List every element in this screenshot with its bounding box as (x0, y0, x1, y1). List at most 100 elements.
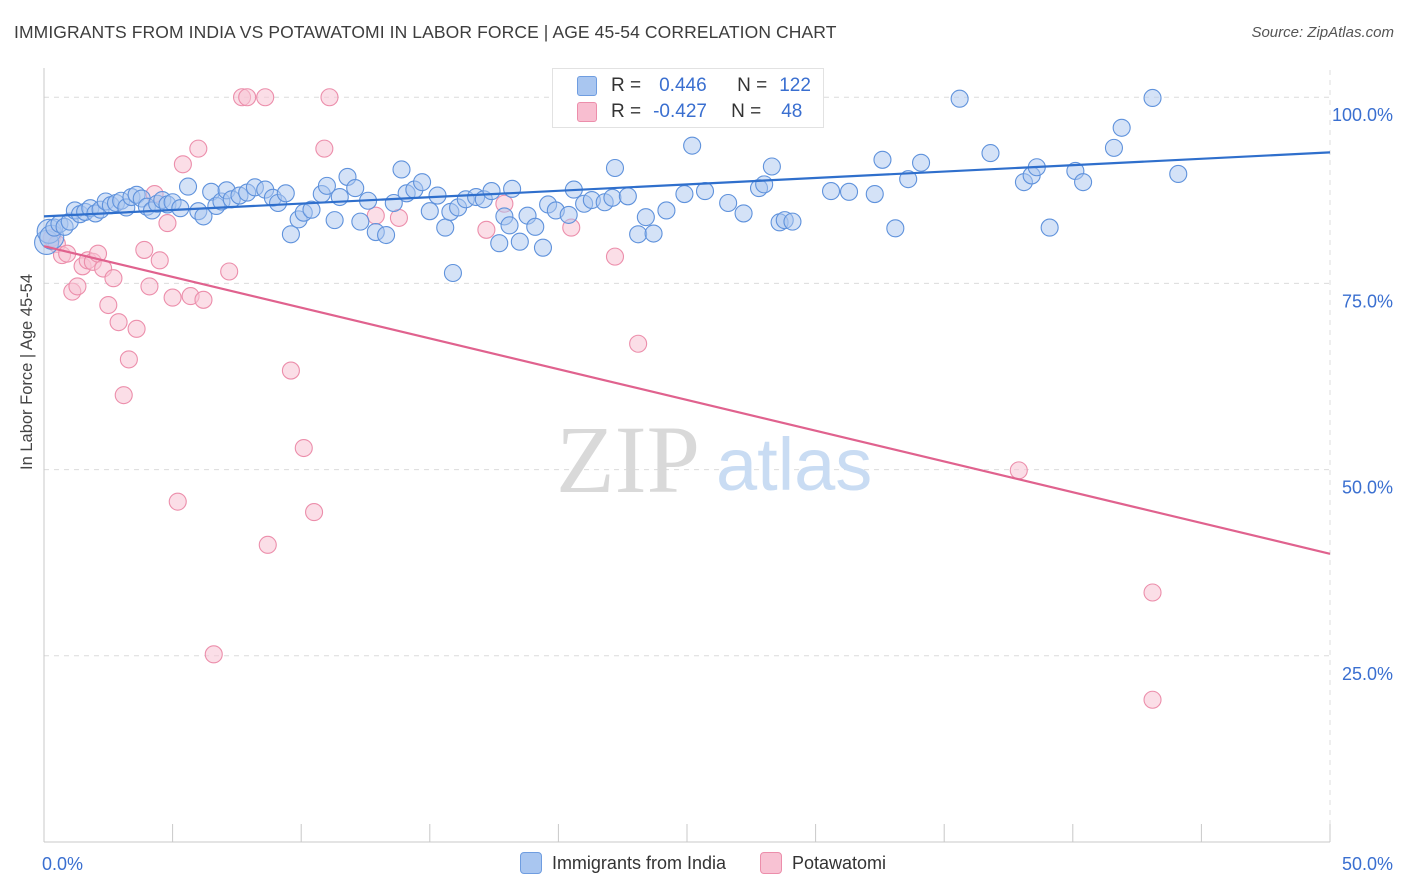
india-point (1112, 118, 1131, 137)
india-point (377, 225, 396, 245)
potawatomi-point (104, 269, 123, 288)
india-point (981, 144, 1000, 163)
chart-legend: Immigrants from India Potawatomi (0, 852, 1406, 874)
india-point (865, 185, 884, 204)
potawatomi-point (281, 361, 300, 380)
potawatomi-point (256, 88, 275, 107)
stats-n-label: N = (731, 101, 762, 122)
potawatomi-point (127, 319, 146, 338)
legend-item-india: Immigrants from India (519, 852, 726, 874)
india-point (719, 193, 738, 213)
series-potawatomi (42, 88, 1162, 709)
india-point (755, 175, 774, 194)
india-point (443, 263, 462, 283)
stats-r-value: -0.427 (653, 101, 707, 122)
india-point (392, 160, 411, 179)
india-point (950, 89, 969, 108)
legend-item-potawatomi: Potawatomi (760, 852, 886, 874)
potawatomi-point (477, 220, 496, 239)
india-point (500, 216, 519, 235)
stats-swatch-india (577, 76, 597, 96)
potawatomi-point (194, 290, 213, 309)
legend-label-potawatomi: Potawatomi (792, 852, 887, 873)
potawatomi-trend-line (43, 245, 1331, 555)
stats-row-india: R = 0.446 N = 122 (577, 74, 811, 98)
india-point (873, 150, 892, 169)
tick-labels: 25.0% 50.0% 75.0% 100.0% 0.0% 50.0% (42, 105, 1393, 874)
india-point (533, 238, 553, 257)
potawatomi-point (114, 386, 133, 405)
y-tick-label: 50.0% (1342, 478, 1393, 498)
india-point (490, 234, 509, 253)
x-tick-label: 0.0% (42, 854, 83, 874)
stats-legend: R = 0.446 N = 122 R = -0.427 N = 48 (552, 68, 824, 128)
potawatomi-point (189, 139, 208, 158)
india-point (899, 170, 918, 189)
potawatomi-point (629, 334, 648, 353)
potawatomi-point (140, 277, 159, 296)
india-point (603, 188, 622, 207)
india-point (171, 199, 190, 218)
y-axis-label: In Labor Force | Age 45-54 (18, 274, 36, 470)
india-point (1169, 164, 1188, 183)
legend-label-india: Immigrants from India (551, 852, 726, 873)
potawatomi-point (135, 240, 154, 259)
stats-swatch-potawatomi (577, 102, 597, 122)
stats-n-value: 122 (779, 75, 811, 96)
stats-r-value: 0.446 (659, 75, 707, 96)
india-point (1143, 88, 1162, 108)
india-point (912, 153, 931, 172)
stats-n-label: N = (737, 75, 768, 96)
potawatomi-point (163, 288, 182, 307)
india-point (559, 205, 578, 224)
potawatomi-point (258, 535, 277, 554)
potawatomi-point (220, 262, 239, 281)
potawatomi-point (305, 503, 324, 522)
axes (43, 68, 1331, 843)
potawatomi-point (68, 277, 87, 296)
stats-r-label: R = (611, 101, 642, 122)
india-point (675, 185, 694, 204)
watermark-atlas: atlas (716, 423, 872, 506)
india-point (526, 217, 545, 236)
india-point (839, 182, 859, 201)
india-point (1040, 218, 1059, 237)
india-point (636, 208, 655, 227)
potawatomi-point (605, 247, 625, 266)
legend-swatch-india (519, 852, 542, 874)
potawatomi-point (366, 206, 385, 225)
india-point (618, 187, 637, 206)
india-point (281, 225, 300, 244)
potawatomi-point (109, 313, 128, 332)
potawatomi-point (1143, 690, 1162, 709)
india-point (482, 182, 501, 201)
india-point (178, 177, 198, 196)
india-point (762, 157, 781, 176)
trend-lines (43, 151, 1331, 555)
india-point (605, 158, 625, 178)
india-point (436, 218, 455, 237)
india-point (325, 211, 344, 230)
potawatomi-point (150, 251, 169, 270)
india-point (351, 212, 370, 231)
india-point (683, 136, 702, 155)
india-point (734, 204, 753, 223)
legend-swatch-potawatomi (760, 852, 782, 874)
watermark-zip: ZIP (556, 406, 700, 513)
india-point (317, 176, 336, 195)
stats-n-value: 48 (781, 101, 803, 122)
india-point (1104, 138, 1124, 157)
india-point (503, 179, 522, 198)
y-tick-label: 25.0% (1342, 664, 1393, 684)
india-point (657, 201, 676, 220)
stats-row-potawatomi: R = -0.427 N = 48 (577, 100, 802, 124)
x-tick-label: 50.0% (1342, 854, 1393, 874)
y-tick-label: 75.0% (1342, 291, 1393, 311)
watermark: ZIP atlas (556, 406, 872, 513)
potawatomi-point (204, 645, 223, 664)
y-tick-label: 100.0% (1332, 105, 1393, 125)
potawatomi-point (99, 295, 118, 315)
potawatomi-point (119, 350, 138, 369)
india-point (886, 219, 905, 238)
chart-source: Source: ZipAtlas.com (1251, 24, 1394, 41)
